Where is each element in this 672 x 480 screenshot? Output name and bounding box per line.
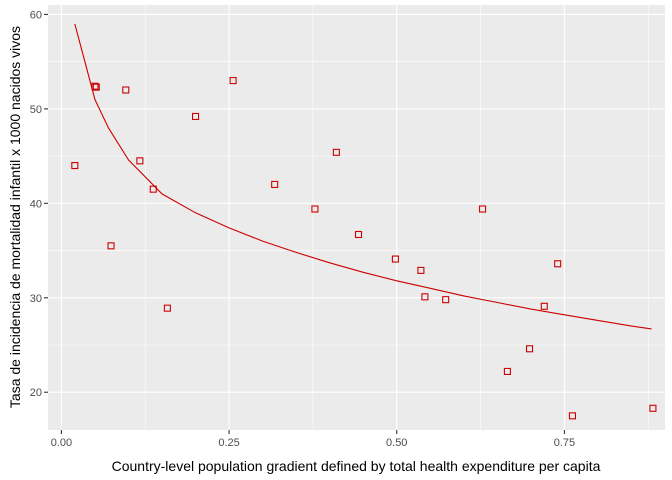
grid-lines — [48, 5, 665, 430]
data-point — [229, 77, 237, 85]
plot-panel — [48, 5, 665, 430]
y-axis-title: Tasa de incidencia de mortalidad infanti… — [7, 26, 23, 408]
data-point — [503, 367, 511, 375]
data-points-layer — [71, 77, 657, 420]
data-point — [191, 112, 200, 120]
data-point — [391, 255, 399, 263]
data-point — [163, 304, 171, 312]
y-tick-label: 30 — [30, 293, 42, 305]
y-tick-label: 50 — [30, 104, 42, 116]
data-point — [649, 404, 657, 412]
data-point — [540, 302, 548, 310]
x-tick-label: 0.25 — [218, 437, 239, 449]
data-point — [417, 266, 425, 274]
data-point — [122, 86, 130, 94]
axes-layer: 0.00 0.25 0.50 0.75 20 30 40 50 60 — [30, 9, 575, 449]
data-point — [479, 205, 487, 213]
x-tick-label: 0.75 — [554, 437, 575, 449]
data-point — [354, 230, 363, 239]
data-point — [311, 205, 319, 213]
y-tick-label: 20 — [30, 387, 42, 399]
data-point — [525, 345, 534, 353]
x-tick-label: 0.50 — [386, 437, 407, 449]
y-tick-label: 40 — [30, 198, 42, 210]
data-point — [91, 82, 99, 90]
x-axis-title: Country-level population gradient define… — [112, 458, 601, 474]
trend-line-layer — [74, 23, 652, 330]
data-point — [149, 185, 157, 193]
data-point — [136, 157, 144, 165]
data-point — [421, 293, 429, 301]
data-point — [568, 412, 577, 420]
data-point — [442, 296, 450, 304]
x-tick-label: 0.00 — [51, 437, 72, 449]
y-tick-label: 60 — [30, 9, 42, 21]
data-point — [271, 180, 279, 188]
data-point — [332, 148, 340, 156]
data-point — [92, 83, 100, 91]
data-point — [71, 162, 79, 170]
data-point — [554, 260, 562, 268]
trend-line — [74, 23, 652, 330]
data-point — [107, 242, 115, 250]
